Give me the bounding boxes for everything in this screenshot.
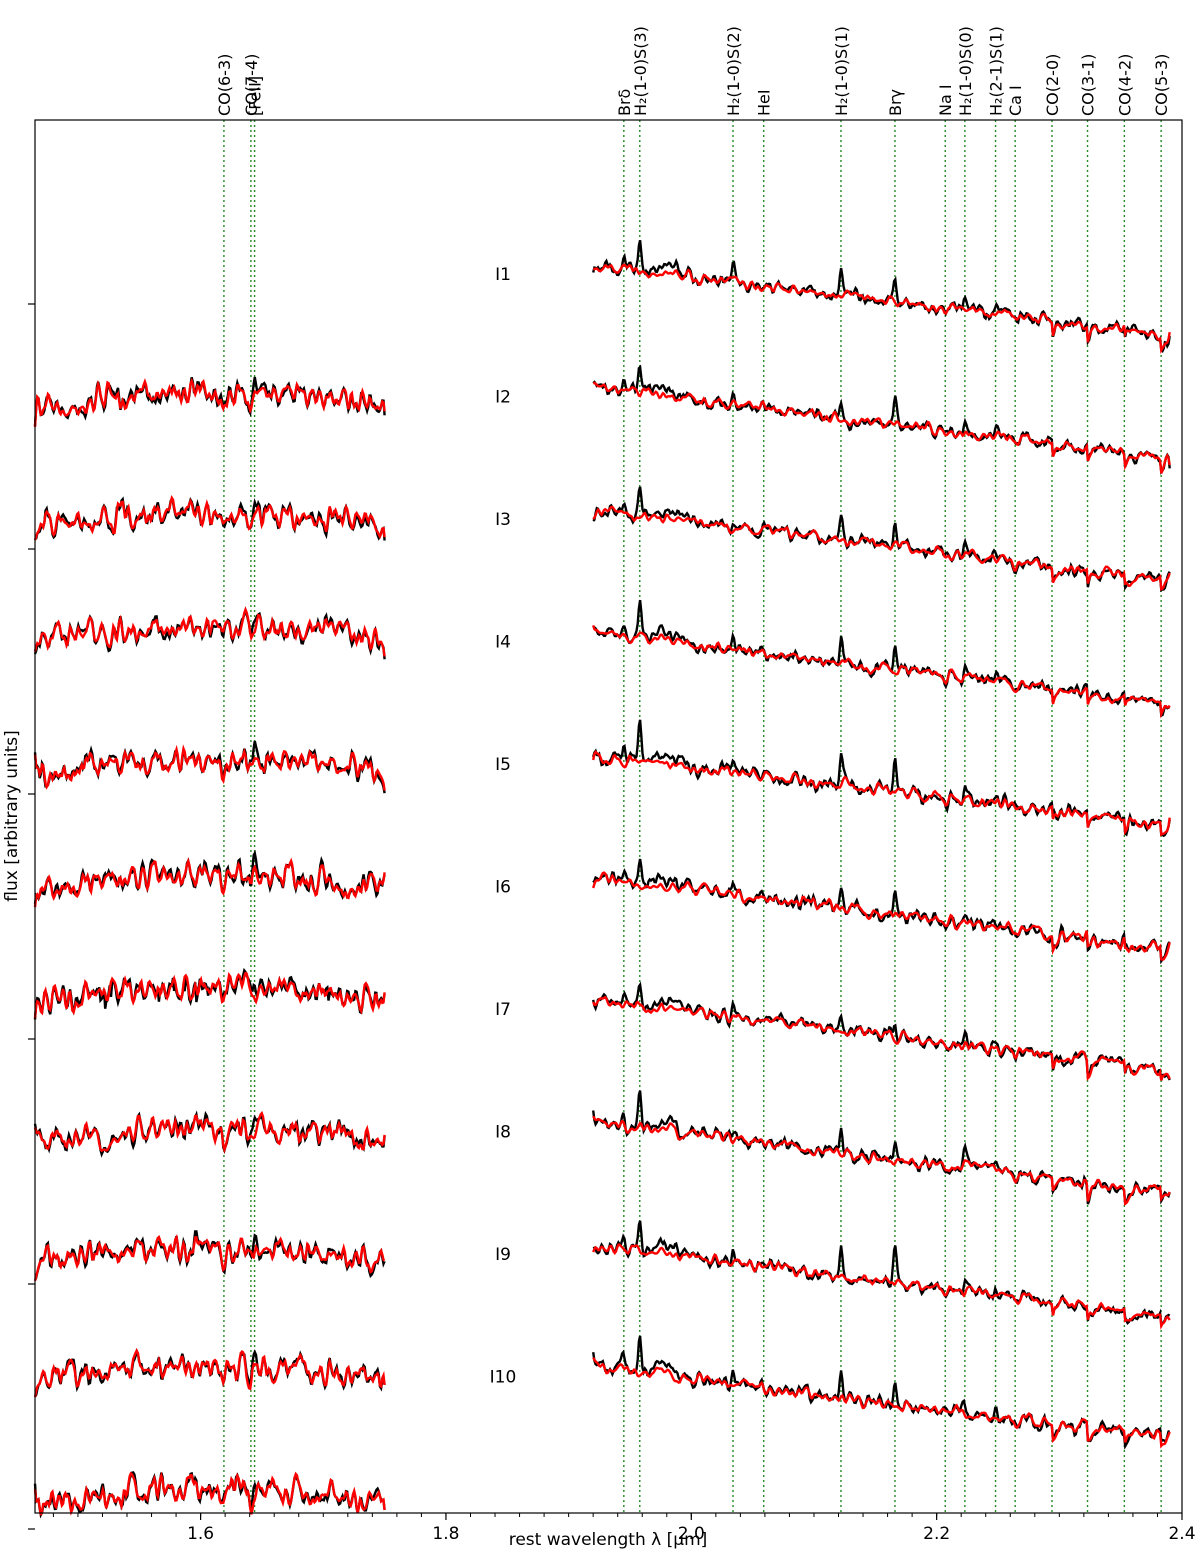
observed-k-5: [592, 858, 1171, 965]
x-tick-label-0: 1.6: [187, 1524, 214, 1544]
panel-label-0: I1: [495, 265, 511, 285]
model-h-8: [33, 1347, 386, 1398]
observed-k-6: [592, 981, 1171, 1081]
line-label-15: CO(4-2): [1115, 54, 1134, 116]
x-tick-label-2: 2.0: [678, 1524, 705, 1544]
spectra-series: [33, 240, 1171, 1519]
panel-label-8: I9: [495, 1245, 511, 1265]
model-k-6: [592, 995, 1171, 1081]
line-label-12: Ca I: [1006, 85, 1025, 116]
line-label-1: CO(7-4): [242, 54, 261, 116]
panel-label-7: I8: [495, 1123, 511, 1143]
line-label-0: CO(6-3): [215, 54, 234, 116]
model-h-9: [33, 1471, 386, 1516]
model-k-1: [593, 381, 1171, 474]
panel-label-4: I5: [495, 755, 511, 775]
x-tick-label-3: 2.2: [923, 1524, 950, 1544]
observed-k-4: [592, 719, 1171, 838]
model-k-3: [592, 625, 1171, 719]
panel-label-2: I3: [495, 510, 511, 530]
model-k-7: [592, 1115, 1171, 1207]
observed-k-1: [592, 364, 1171, 475]
model-h-6: [33, 1110, 386, 1154]
panel-label-1: I2: [495, 388, 511, 408]
observed-k-0: [592, 240, 1171, 354]
model-k-4: [592, 750, 1171, 837]
spectral-line-markers: [223, 120, 1162, 1513]
x-axis-ticks: 1.6 1.8 2.0 2.2 2.4: [52, 1513, 1196, 1544]
x-axis-label: rest wavelength λ [μm]: [509, 1530, 708, 1550]
observed-k-9: [592, 1335, 1171, 1450]
panel-label-9: I10: [490, 1368, 517, 1388]
line-label-9: Na I: [936, 84, 955, 116]
model-h-1: [33, 494, 386, 541]
model-k-5: [592, 871, 1171, 961]
panel-labels: I1 I2 I3 I4 I5 I6 I7 I8 I9 I10: [490, 265, 517, 1388]
line-label-10: H₂(1-0)S(0): [956, 26, 975, 116]
panel-label-6: I7: [495, 1000, 511, 1020]
model-k-9: [592, 1357, 1171, 1449]
model-h-3: [33, 744, 386, 791]
observed-h-3: [33, 740, 386, 794]
line-label-3: Brδ: [615, 89, 634, 116]
model-h-5: [33, 971, 386, 1019]
line-label-8: Brγ: [886, 89, 905, 116]
x-tick-label-1: 1.8: [432, 1524, 459, 1544]
line-label-5: H₂(1-0)S(2): [724, 26, 743, 116]
model-k-8: [592, 1243, 1171, 1330]
x-tick-label-4: 2.4: [1168, 1524, 1195, 1544]
observed-k-2: [592, 486, 1171, 593]
line-label-11: H₂(2-1)S(1): [987, 26, 1006, 116]
plot-frame: [34, 119, 1183, 1514]
line-label-14: CO(3-1): [1079, 54, 1098, 116]
observed-k-7: [592, 1090, 1171, 1206]
line-label-2: [FeII]: [246, 76, 265, 116]
line-label-6: HeI: [755, 89, 774, 116]
model-k-0: [593, 263, 1171, 355]
line-label-13: CO(2-0): [1043, 54, 1062, 116]
model-k-2: [592, 505, 1171, 591]
line-label-4: H₂(1-0)S(3): [631, 26, 650, 116]
observed-h-2: [33, 606, 386, 660]
line-label-7: H₂(1-0)S(1): [832, 26, 851, 116]
y-axis-ticks: [28, 303, 35, 1530]
model-h-7: [33, 1234, 386, 1282]
observed-k-8: [592, 1220, 1171, 1327]
line-label-16: CO(5-3): [1152, 54, 1171, 116]
model-h-0: [33, 377, 386, 427]
y-axis-label: flux [arbitrary units]: [2, 730, 22, 901]
panel-label-3: I4: [495, 633, 511, 653]
panel-label-5: I6: [495, 878, 511, 898]
model-h-4: [33, 857, 386, 908]
model-h-2: [33, 606, 386, 657]
observed-k-3: [592, 599, 1171, 718]
